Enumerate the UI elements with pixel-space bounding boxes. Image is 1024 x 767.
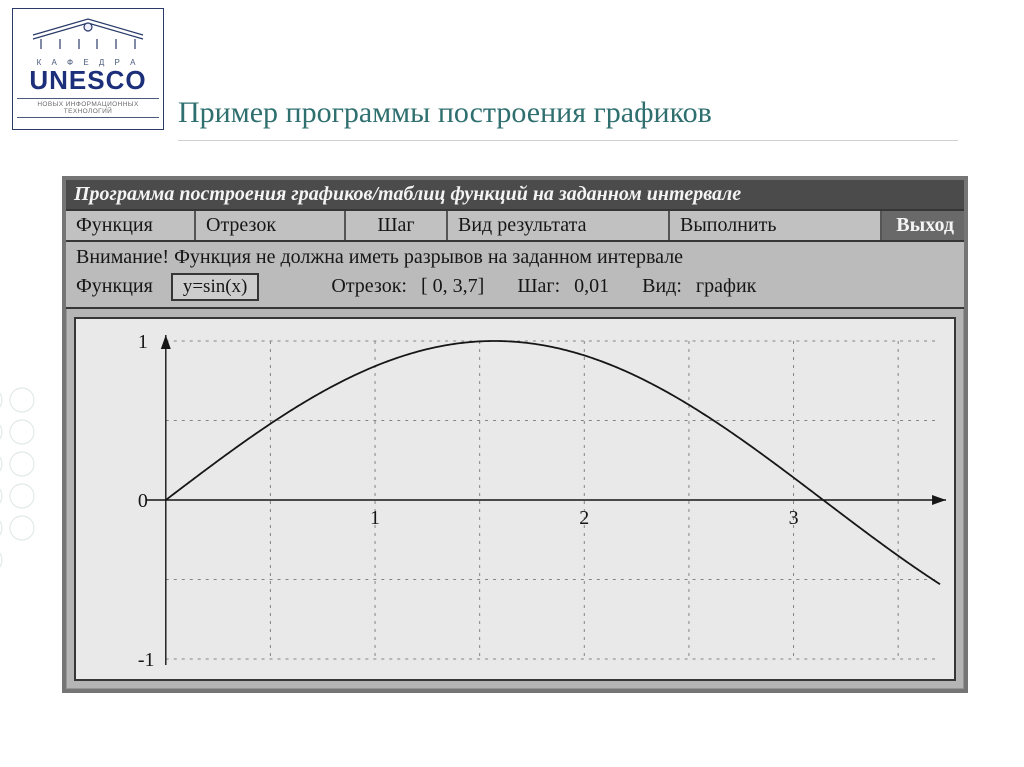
menu-function[interactable]: Функция [66,211,196,240]
menubar: Функция Отрезок Шаг Вид результата Выпол… [66,211,964,242]
svg-text:2: 2 [579,507,589,529]
slide-title: Пример программы построения графиков [178,96,712,130]
graph-svg: 1 0 -1 1 2 3 [76,319,954,679]
logo-name: UNESCO [19,65,157,96]
svg-text:1: 1 [138,331,148,353]
param-function-value[interactable]: y=sin(x) [171,273,260,301]
svg-text:0: 0 [138,490,148,512]
program-window: Программа построения графиков/таблиц фун… [62,176,968,693]
title-rule [178,140,958,141]
param-segment-value: [ 0, 3,7] [421,275,484,298]
menu-execute[interactable]: Выполнить [670,211,882,240]
param-view-label: Вид: [642,275,682,298]
temple-icon [19,15,157,51]
unesco-logo: К А Ф Е Д Р А UNESCO НОВЫХ ИНФОРМАЦИОННЫ… [12,8,164,130]
svg-text:3: 3 [789,507,799,529]
warning-text: Внимание! Функция не должна иметь разрыв… [66,242,964,271]
param-step-value: 0,01 [574,275,609,298]
window-titlebar: Программа построения графиков/таблиц фун… [66,180,964,211]
graph-panel: 1 0 -1 1 2 3 [74,317,956,681]
menu-result-type[interactable]: Вид результата [448,211,670,240]
param-step-label: Шаг: [517,275,560,298]
param-view-value: график [696,275,756,298]
params-row: Функция y=sin(x) Отрезок: [ 0, 3,7] Шаг:… [66,271,964,309]
param-segment-label: Отрезок: [331,275,407,298]
menu-segment[interactable]: Отрезок [196,211,346,240]
menu-exit[interactable]: Выход [882,211,964,240]
param-function-label: Функция [76,275,153,298]
logo-sub-text: НОВЫХ ИНФОРМАЦИОННЫХ ТЕХНОЛОГИЙ [13,101,163,115]
svg-text:1: 1 [370,507,380,529]
svg-text:-1: -1 [138,649,155,671]
menu-step[interactable]: Шаг [346,211,448,240]
